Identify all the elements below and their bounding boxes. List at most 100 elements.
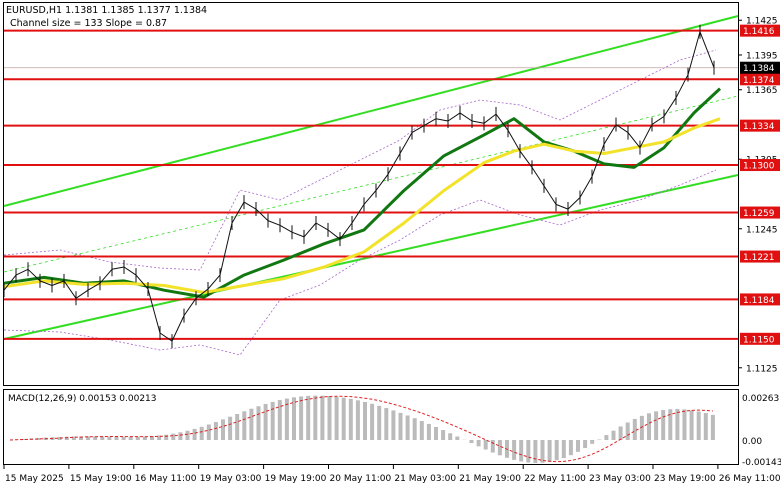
channel-upper-line (3, 15, 739, 207)
macd-bar-57 (412, 418, 417, 440)
macd-bar-23 (171, 433, 176, 440)
macd-bar-28 (206, 424, 211, 440)
macd-bar-93 (668, 409, 673, 440)
time-axis-label-4: 19 May 19:00 (265, 474, 327, 484)
macd-bar-26 (192, 428, 197, 440)
price-series (3, 31, 715, 342)
level-label-6: 1.1184 (743, 296, 775, 306)
macd-bar-33 (242, 411, 247, 440)
macd-bar-46 (334, 396, 339, 440)
time-axis-label-2: 16 May 11:00 (135, 474, 197, 484)
series-group (3, 24, 722, 349)
macd-bar-91 (654, 411, 659, 440)
time-axis-label-1: 15 May 19:00 (70, 474, 132, 484)
price-axis-label-2: 1.1365 (746, 86, 778, 96)
level-label-box-3 (740, 159, 780, 172)
macd-bar-9 (71, 436, 76, 440)
macd-bar-73 (526, 440, 531, 463)
envelope-upper (3, 49, 717, 271)
macd-bar-74 (533, 440, 538, 463)
level-label-1: 1.1374 (743, 76, 775, 86)
macd-bar-8 (64, 436, 69, 440)
level-label-box-5 (740, 250, 780, 263)
macd-bar-20 (150, 436, 154, 440)
macd-bar-22 (164, 434, 169, 440)
macd-bar-18 (135, 436, 140, 440)
time-axis-label-0: 15 May 2025 (5, 474, 64, 484)
macd-bar-79 (568, 440, 573, 456)
level-label-7: 1.1150 (743, 335, 775, 345)
price-axis-label-0: 1.1425 (746, 17, 778, 27)
macd-bar-54 (391, 410, 396, 440)
level-label-0: 1.1416 (743, 27, 775, 37)
macd-bar-72 (519, 440, 524, 462)
level-label-5: 1.1221 (743, 253, 775, 263)
time-axis-label-10: 23 May 19:00 (654, 474, 716, 484)
macd-bar-49 (355, 400, 360, 440)
level-label-box-7 (740, 332, 780, 345)
macd-bar-41 (299, 396, 304, 440)
macd-bar-60 (434, 426, 438, 440)
macd-bar-77 (554, 440, 559, 461)
macd-bar-98 (703, 413, 708, 440)
time-axis: 15 May 2025 15 May 19:00 16 May 11:00 19 Ma… (3, 465, 781, 484)
macd-bar-24 (178, 432, 183, 440)
macd-bar-89 (639, 415, 644, 440)
price-axis-label-4: 1.1245 (746, 225, 778, 235)
macd-signal-line (9, 395, 713, 463)
ma-slow-series (3, 117, 721, 294)
macd-bar-19 (142, 436, 147, 440)
macd-axis-label-0: 0.00263 (742, 394, 779, 404)
time-axis-label-5: 20 May 11:00 (330, 474, 392, 484)
macd-bar-53 (384, 408, 389, 440)
macd-bar-85 (611, 430, 616, 440)
price-axis-label-1: 1.1395 (746, 51, 778, 61)
time-axis-label-9: 23 May 03:00 (589, 474, 651, 484)
macd-bar-66 (476, 440, 481, 447)
macd-bar-80 (576, 440, 580, 452)
macd-bar-95 (682, 409, 687, 440)
macd-indicator (8, 395, 715, 463)
macd-bar-43 (313, 395, 318, 440)
macd-bar-51 (370, 403, 375, 440)
macd-bar-55 (398, 412, 403, 440)
macd-bar-87 (625, 422, 630, 440)
macd-bar-75 (540, 440, 545, 463)
macd-axis-label-2: -0.00143 (742, 458, 781, 468)
macd-bar-34 (249, 408, 254, 440)
macd-bar-30 (221, 419, 225, 440)
macd-bar-81 (583, 440, 588, 449)
macd-bar-47 (341, 397, 346, 440)
macd-bar-4 (36, 437, 41, 440)
macd-label: MACD(12,26,9) 0.00153 0.00213 (8, 394, 157, 404)
macd-bar-68 (490, 440, 495, 453)
level-label-box-1 (740, 73, 780, 86)
macd-bar-65 (469, 440, 474, 444)
main-panel-frame (3, 2, 739, 386)
macd-bar-59 (426, 423, 431, 440)
macd-bar-13 (100, 436, 105, 440)
macd-bar-90 (647, 413, 651, 440)
macd-bar-40 (292, 397, 296, 440)
macd-bar-42 (306, 395, 311, 440)
macd-bar-25 (185, 430, 190, 440)
macd-bar-39 (284, 398, 289, 440)
chart-symbol-header: EURUSD,H1 1.1381 1.1385 1.1377 1.1384 (6, 5, 207, 16)
macd-bar-67 (483, 440, 488, 450)
horizontal-levels (4, 29, 738, 340)
macd-bar-96 (689, 410, 694, 440)
macd-bar-15 (114, 436, 119, 440)
macd-bar-21 (157, 435, 162, 440)
macd-bar-38 (277, 400, 282, 440)
time-axis-label-8: 22 May 11:00 (524, 474, 586, 484)
macd-bar-17 (128, 436, 133, 440)
level-label-box-0 (740, 24, 780, 37)
macd-bar-71 (512, 440, 517, 460)
macd-bar-35 (256, 406, 261, 440)
macd-bar-63 (455, 436, 460, 440)
macd-bar-11 (86, 436, 91, 440)
macd-bar-27 (199, 426, 204, 440)
time-axis-label-7: 21 May 19:00 (459, 474, 521, 484)
macd-axis-label-1: 0.00 (742, 437, 762, 447)
time-axis-label-3: 19 May 03:00 (200, 474, 262, 484)
